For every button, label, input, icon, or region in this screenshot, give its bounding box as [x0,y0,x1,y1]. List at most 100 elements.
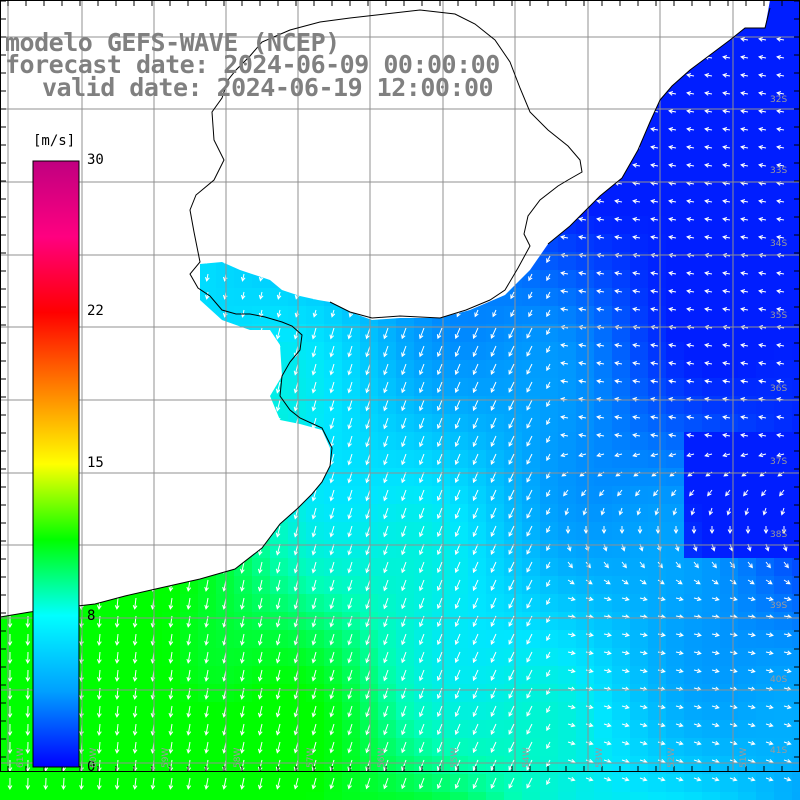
wind-arrow [132,633,138,646]
wind-cell [234,126,252,144]
wind-arrow [204,651,209,664]
wind-arrow [578,235,587,240]
wind-arrow [472,597,479,610]
wind-cell [450,558,468,576]
wind-cell [432,198,450,216]
wind-cell [702,612,720,630]
wind-arrow [222,201,228,210]
wind-arrow [365,363,371,376]
wind-arrow [401,381,407,394]
wind-arrow [258,201,264,210]
wind-arrow [436,633,443,646]
wind-cell [720,576,738,594]
wind-arrow [257,381,263,394]
wind-arrow [419,705,425,718]
wind-cell [432,162,450,180]
wind-cell [216,468,234,486]
wind-cell [576,720,594,738]
wind-arrow [348,219,354,228]
wind-cell [18,738,36,756]
wind-cell [540,108,558,126]
wind-arrow [187,219,192,228]
wind-cell [18,774,36,792]
wind-cell [198,180,216,198]
wind-arrow [240,561,245,574]
wind-cell [432,612,450,630]
wind-cell [612,54,630,72]
wind-cell [90,432,108,450]
wind-arrow [257,471,263,484]
wind-arrow [402,165,407,174]
wind-arrow [526,561,533,573]
wind-arrow [311,723,317,736]
wind-arrow [257,741,263,754]
wind-cell [792,738,800,756]
wind-arrow [275,651,281,664]
wind-arrow [168,597,174,610]
wind-cell [594,0,612,18]
wind-arrow [632,452,641,458]
wind-cell [756,540,774,558]
wind-arrow [330,219,336,228]
wind-cell [558,666,576,684]
wind-arrow [704,379,713,384]
wind-arrow [578,433,587,438]
wind-arrow [97,237,103,247]
wind-arrow [25,327,31,341]
wind-cell [504,234,522,252]
wind-cell [450,756,468,774]
wind-cell [486,756,504,774]
wind-cell [522,36,540,54]
wind-arrow [668,379,677,384]
wind-arrow [603,722,612,728]
wind-cell [234,540,252,558]
wind-arrow [420,201,425,210]
wind-arrow [312,309,318,318]
wind-arrow [420,111,425,120]
wind-cell [360,684,378,702]
wind-cell [468,198,486,216]
wind-arrow [650,235,659,240]
wind-arrow [654,507,660,516]
wind-arrow [25,435,31,449]
wind-arrow [675,740,684,746]
wind-arrow [546,147,551,156]
wind-cell [288,432,306,450]
wind-cell [162,522,180,540]
wind-arrow [168,363,174,376]
wind-cell [288,0,306,18]
wind-arrow [546,111,551,120]
wind-arrow [758,127,767,132]
wind-cell [396,18,414,36]
wind-arrow [7,741,13,755]
wind-arrow [711,561,717,569]
wind-arrow [492,219,497,228]
wind-cell [792,558,800,576]
wind-arrow [673,526,679,535]
wind-arrow [347,435,353,448]
wind-cell [324,774,342,792]
wind-cell [216,504,234,522]
wind-cell [378,360,396,378]
wind-arrow [132,669,138,682]
wind-arrow [329,327,335,340]
wind-arrow [526,399,533,411]
wind-cell [216,540,234,558]
wind-arrow [96,543,102,557]
wind-cell [540,198,558,216]
wind-arrow [635,489,641,497]
wind-cell [432,792,450,800]
wind-cell [738,612,756,630]
wind-cell [666,756,684,774]
wind-cell [648,702,666,720]
wind-cell [702,774,720,792]
wind-arrow [436,363,443,376]
wind-cell [342,468,360,486]
wind-cell [792,108,800,126]
wind-arrow [401,471,407,484]
wind-arrow [240,669,245,682]
wind-arrow [456,273,461,282]
wind-arrow [492,111,497,120]
wind-cell [504,540,522,558]
wind-cell [468,270,486,288]
